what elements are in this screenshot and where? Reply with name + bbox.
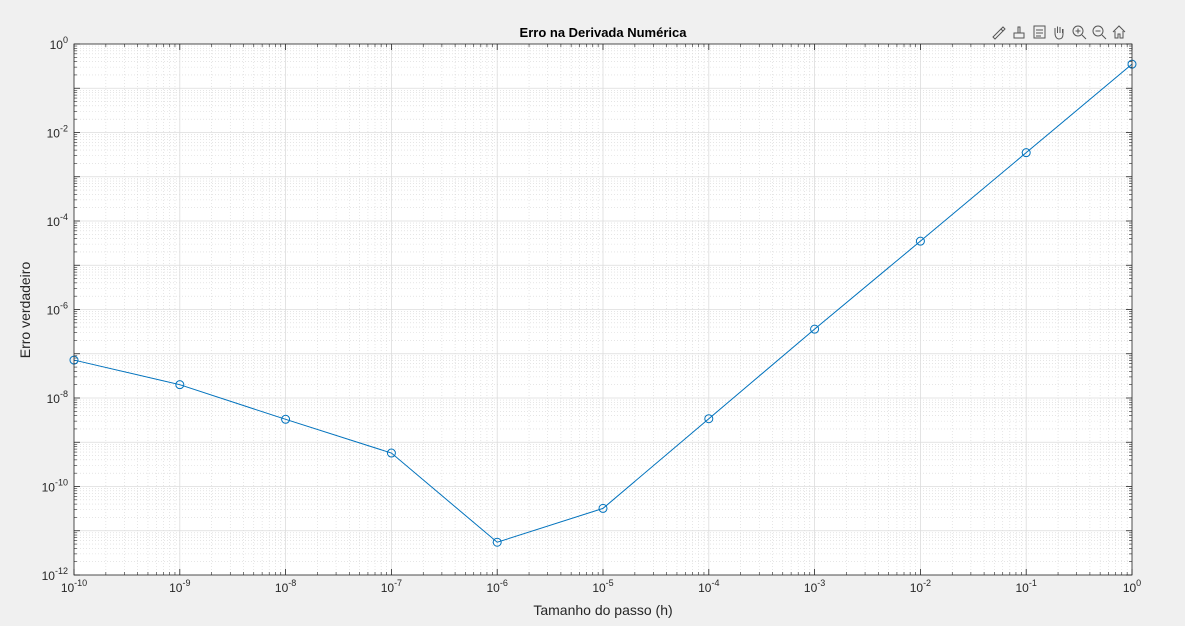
data-point-marker [810,324,820,334]
x-tick-label: 10-1 [1016,578,1037,595]
x-tick-label: 10-6 [487,578,508,595]
x-tick-label: 10-3 [804,578,825,595]
y-tick-label: 10-8 [47,389,68,406]
series-line [73,63,1133,543]
axes-box [73,43,1133,576]
data-tips-button[interactable] [1030,23,1048,41]
zoom-in-icon [1072,25,1087,40]
data-point-marker [281,414,291,424]
axes-toolbar [990,22,1128,42]
data-tips-icon [1033,25,1046,39]
edit-plot-icon [992,26,1006,40]
x-tick-label: 10-4 [698,578,719,595]
data-point-marker [915,236,925,246]
edit-plot-button[interactable] [990,23,1008,41]
pan-button[interactable] [1050,23,1068,41]
brush-icon [1013,26,1025,39]
data-point-marker [1021,148,1031,158]
tick-marks [73,43,1133,576]
y-tick-label: 10-4 [47,212,68,229]
y-tick-label: 10-12 [42,566,68,583]
x-tick-label: 10-8 [275,578,296,595]
y-tick-label: 10-2 [47,124,68,141]
pan-hand-icon [1054,26,1064,40]
data-point-marker [175,380,185,390]
x-tick-label: 10-10 [61,578,87,595]
x-tick-label: 10-9 [169,578,190,595]
y-tick-label: 10-6 [47,301,68,318]
home-icon [1112,25,1126,39]
zoom-out-icon [1092,25,1107,40]
zoom-out-button[interactable] [1090,23,1108,41]
x-tick-labels: 10-10 10-9 10-8 10-7 10-6 10-5 10-4 10-3 10-2 10-… [61,578,1141,595]
data-point-marker [492,537,502,547]
y-axis-label: Erro verdadeiro [17,262,33,359]
x-axis-label: Tamanho do passo (h) [533,602,672,618]
chart-title: Erro na Derivada Numérica [520,25,688,40]
data-point-marker [386,448,396,458]
brush-button[interactable] [1010,23,1028,41]
y-tick-label: 100 [50,35,68,52]
zoom-in-button[interactable] [1070,23,1088,41]
data-point-marker [598,503,608,513]
x-tick-label: 100 [1123,578,1141,595]
data-point-marker [704,414,714,424]
y-tick-labels: 10-12 10-10 10-8 10-6 10-4 10-2 100 [42,35,68,583]
x-tick-label: 10-7 [381,578,402,595]
x-tick-label: 10-5 [592,578,613,595]
x-tick-label: 10-2 [910,578,931,595]
home-button[interactable] [1110,23,1128,41]
y-tick-label: 10-10 [42,478,68,495]
